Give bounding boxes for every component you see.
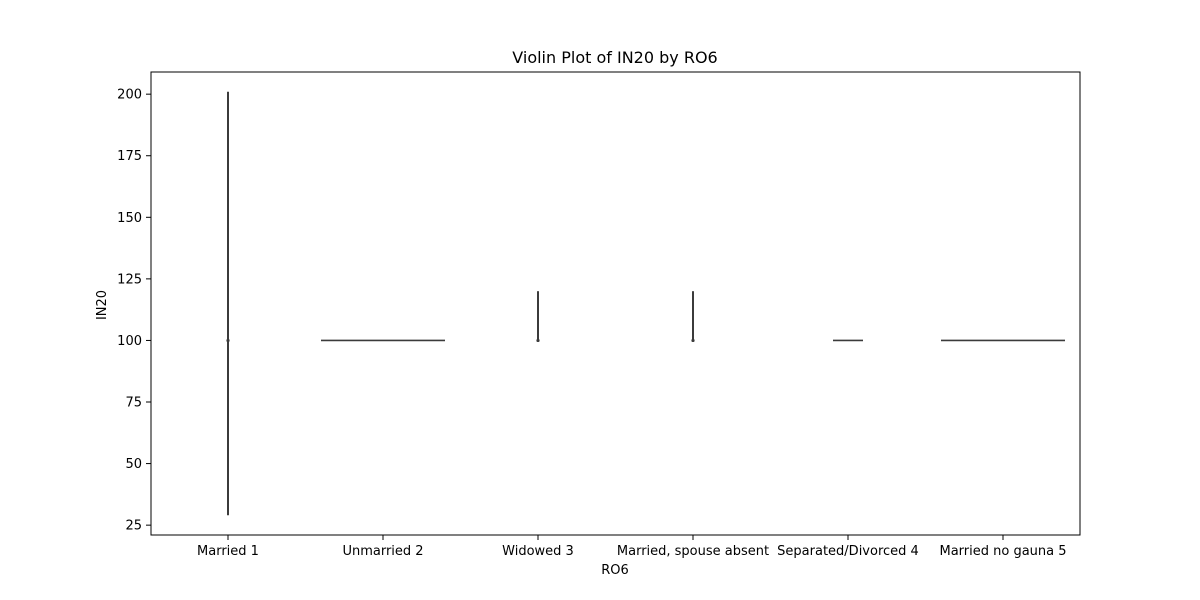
y-tick-label: 50 xyxy=(125,457,142,472)
violin-4 xyxy=(691,291,695,343)
y-axis-label: IN20 xyxy=(95,290,110,320)
x-tick-label: Married 1 xyxy=(197,544,259,559)
x-tick-label: Separated/Divorced 4 xyxy=(777,544,919,559)
y-axis: 25 50 75 100 125 150 175 200 xyxy=(117,88,151,534)
plot-area xyxy=(150,71,1081,536)
y-tick-label: 125 xyxy=(117,272,142,287)
x-axis: Married 1 Unmarried 2 Widowed 3 Married, sp… xyxy=(197,535,1067,559)
x-tick-label: Married no gauna 5 xyxy=(939,544,1066,559)
violin-median xyxy=(691,338,695,343)
y-tick-label: 200 xyxy=(117,88,142,103)
violin-3 xyxy=(536,291,540,343)
violin-1 xyxy=(226,91,230,516)
y-tick-label: 75 xyxy=(125,396,142,411)
x-tick-label: Unmarried 2 xyxy=(342,544,423,559)
chart-title: Violin Plot of IN20 by RO6 xyxy=(512,48,717,67)
x-tick-label: Married, spouse absent xyxy=(617,544,769,559)
violin-series xyxy=(226,91,1065,516)
y-tick-label: 175 xyxy=(117,149,142,164)
x-tick-label: Widowed 3 xyxy=(502,544,574,559)
y-tick-label: 25 xyxy=(125,519,142,534)
x-axis-label: RO6 xyxy=(601,563,629,578)
violin-median xyxy=(226,338,230,343)
violin-median xyxy=(536,338,540,343)
y-tick-label: 100 xyxy=(117,334,142,349)
y-tick-label: 150 xyxy=(117,211,142,226)
